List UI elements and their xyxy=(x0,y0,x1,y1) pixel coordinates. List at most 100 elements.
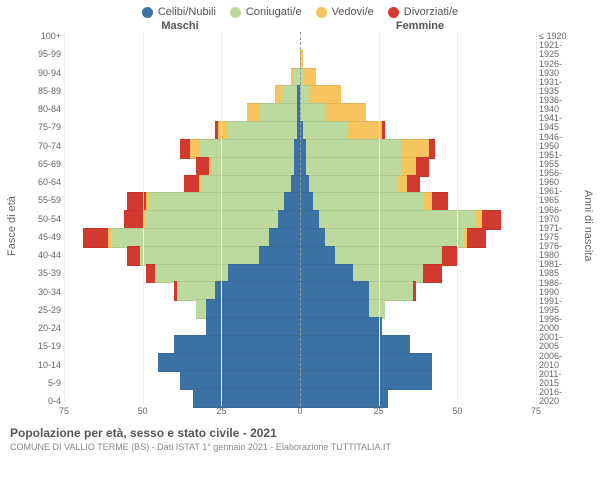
y-left-tick: 65-69 xyxy=(20,160,64,169)
x-tick: 25 xyxy=(374,406,384,416)
x-tick: 25 xyxy=(216,406,226,416)
chart-subtitle: COMUNE DI VALLIO TERME (BS) - Dati ISTAT… xyxy=(10,440,590,452)
y-right-tick: 1931-1935 xyxy=(536,78,580,96)
y-right-tick: 1956-1960 xyxy=(536,169,580,187)
female-bar xyxy=(300,50,536,68)
female-bar xyxy=(300,192,536,210)
legend-item: Divorziati/e xyxy=(388,6,458,18)
y-left-tick: 20-24 xyxy=(20,324,64,333)
y-right-tick: 1971-1975 xyxy=(536,224,580,242)
y-right-tick: 1941-1945 xyxy=(536,114,580,132)
female-bar xyxy=(300,103,536,121)
female-bar xyxy=(300,281,536,299)
legend-item: Coniugati/e xyxy=(230,6,302,18)
y-left-tick: 55-59 xyxy=(20,196,64,205)
female-bar xyxy=(300,228,536,246)
female-bar xyxy=(300,264,536,282)
y-axis-left-label: Fasce di età xyxy=(4,32,20,420)
y-right-tick: 1966-1970 xyxy=(536,206,580,224)
male-bar xyxy=(64,175,300,193)
gender-headers: Maschi Femmine xyxy=(0,20,600,32)
male-bar xyxy=(64,121,300,139)
chart-area: Fasce di età 100+95-9990-9485-8980-8475-… xyxy=(0,32,600,420)
y-left-tick: 0-4 xyxy=(20,397,64,406)
female-bar xyxy=(300,353,536,371)
male-bar xyxy=(64,388,300,406)
male-bar xyxy=(64,157,300,175)
female-bar xyxy=(300,210,536,228)
female-bar xyxy=(300,175,536,193)
x-tick: 75 xyxy=(59,406,69,416)
legend-swatch xyxy=(316,7,327,18)
y-right-tick: 1951-1955 xyxy=(536,151,580,169)
gridline xyxy=(64,32,65,406)
male-bar xyxy=(64,139,300,157)
gridline xyxy=(143,32,144,406)
female-bar xyxy=(300,157,536,175)
male-bar xyxy=(64,335,300,353)
y-right-tick: 1986-1990 xyxy=(536,279,580,297)
male-bar xyxy=(64,246,300,264)
male-bar xyxy=(64,264,300,282)
y-axis-left-ticks: 100+95-9990-9485-8980-8475-7970-7465-696… xyxy=(20,32,64,420)
y-left-tick: 45-49 xyxy=(20,233,64,242)
female-bar xyxy=(300,32,536,50)
gridline xyxy=(221,32,222,406)
y-left-tick: 85-89 xyxy=(20,87,64,96)
male-bar xyxy=(64,50,300,68)
female-bar xyxy=(300,335,536,353)
y-right-tick: 2011-2015 xyxy=(536,370,580,388)
female-bar xyxy=(300,388,536,406)
plot-area: 7550250 255075 xyxy=(64,32,536,420)
y-right-tick: 1936-1940 xyxy=(536,96,580,114)
male-bar xyxy=(64,103,300,121)
male-bar xyxy=(64,68,300,86)
y-right-tick: 2001-2005 xyxy=(536,333,580,351)
female-bar xyxy=(300,85,536,103)
y-left-tick: 50-54 xyxy=(20,215,64,224)
y-left-tick: 60-64 xyxy=(20,178,64,187)
chart-title: Popolazione per età, sesso e stato civil… xyxy=(10,426,590,440)
gridline xyxy=(536,32,537,406)
x-tick: 50 xyxy=(138,406,148,416)
male-bar xyxy=(64,353,300,371)
x-tick: 75 xyxy=(531,406,541,416)
footer: Popolazione per età, sesso e stato civil… xyxy=(0,420,600,452)
male-bar xyxy=(64,299,300,317)
female-bar xyxy=(300,68,536,86)
y-right-tick: 1926-1930 xyxy=(536,60,580,78)
male-bar xyxy=(64,317,300,335)
female-bar xyxy=(300,121,536,139)
y-right-tick: 1976-1980 xyxy=(536,242,580,260)
y-left-tick: 25-29 xyxy=(20,306,64,315)
x-tick: 50 xyxy=(452,406,462,416)
y-right-tick: 1991-1995 xyxy=(536,297,580,315)
male-bar xyxy=(64,228,300,246)
gridline xyxy=(457,32,458,406)
y-left-tick: 100+ xyxy=(20,32,64,41)
male-bar xyxy=(64,192,300,210)
y-left-tick: 70-74 xyxy=(20,142,64,151)
legend-item: Celibi/Nubili xyxy=(142,6,216,18)
legend-label: Divorziati/e xyxy=(404,6,458,18)
female-bar xyxy=(300,317,536,335)
legend-swatch xyxy=(142,7,153,18)
y-left-tick: 15-19 xyxy=(20,342,64,351)
y-axis-right-ticks: ≤ 19201921-19251926-19301931-19351936-19… xyxy=(536,32,580,420)
female-bar xyxy=(300,139,536,157)
male-bar xyxy=(64,210,300,228)
y-left-tick: 40-44 xyxy=(20,251,64,260)
center-line xyxy=(300,32,301,406)
legend-swatch xyxy=(230,7,241,18)
y-left-tick: 90-94 xyxy=(20,69,64,78)
male-bar xyxy=(64,370,300,388)
y-left-tick: 35-39 xyxy=(20,269,64,278)
y-right-tick: 1981-1985 xyxy=(536,260,580,278)
y-left-tick: 95-99 xyxy=(20,50,64,59)
y-right-tick: 1996-2000 xyxy=(536,315,580,333)
x-axis: 7550250 255075 xyxy=(64,406,536,420)
y-left-tick: 10-14 xyxy=(20,361,64,370)
legend: Celibi/NubiliConiugati/eVedovi/eDivorzia… xyxy=(0,0,600,20)
legend-label: Coniugati/e xyxy=(246,6,302,18)
y-left-tick: 5-9 xyxy=(20,379,64,388)
